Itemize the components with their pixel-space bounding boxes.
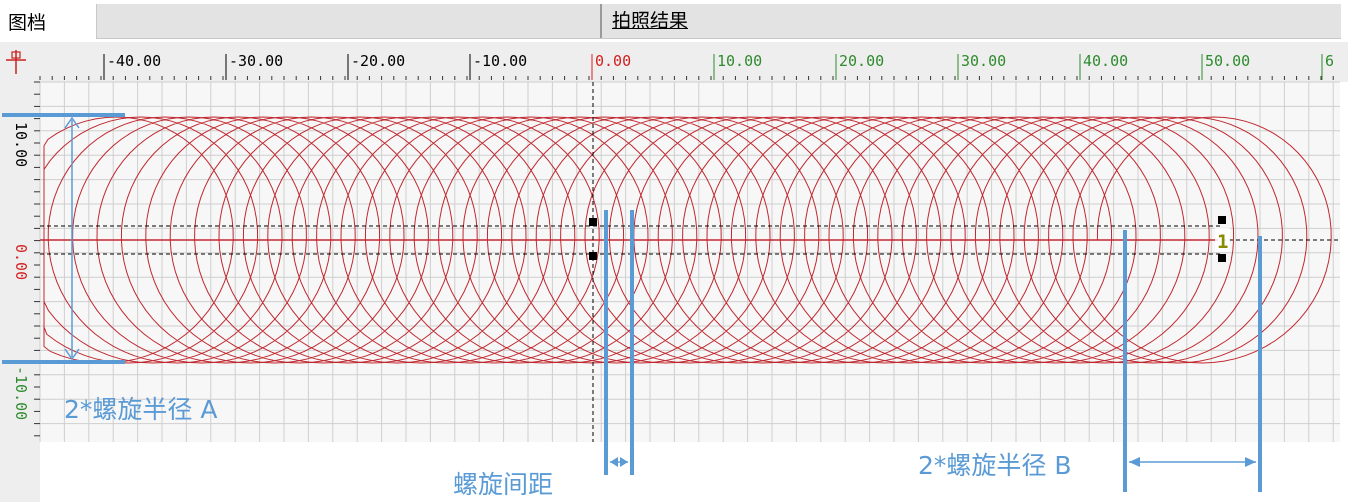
left-ruler — [0, 82, 40, 502]
ruler-top-label: 20.00 — [839, 52, 884, 70]
ruler-top-label: 6 — [1325, 52, 1334, 70]
drawing-canvas[interactable]: -40.00 -30.00 -20.00 -10.00 0.00 10.00 20.00 30… — [0, 42, 1348, 502]
ruler-top-label: 50.00 — [1205, 52, 1250, 70]
top-ruler — [0, 42, 1348, 82]
ruler-top-label: 0.00 — [595, 52, 631, 70]
selection-handle[interactable] — [589, 216, 1226, 262]
ruler-left-label: -10.00 — [12, 366, 30, 420]
canvas-svg[interactable]: -40.00 -30.00 -20.00 -10.00 0.00 10.00 20.00 30… — [0, 42, 1348, 502]
annotation-radius-b: 2*螺旋半径 B — [918, 451, 1072, 480]
ruler-top-label: -10.00 — [473, 52, 527, 70]
ruler-top-label: -30.00 — [229, 52, 283, 70]
ruler-top-label: 10.00 — [717, 52, 762, 70]
origin-icon[interactable] — [6, 50, 26, 74]
annotation-spacing: 螺旋间距 — [453, 470, 554, 499]
tab-divider — [600, 4, 602, 38]
annotation-group — [2, 113, 1262, 492]
tab-strip — [96, 4, 1341, 39]
ruler-top-label: 40.00 — [1083, 52, 1128, 70]
tab-bar: 图档 拍照结果 — [0, 0, 1348, 42]
tab-drawing[interactable]: 图档 — [0, 4, 96, 42]
annotation-radius-a: 2*螺旋半径 A — [64, 395, 218, 424]
marker-label: 1 — [1217, 231, 1228, 253]
ruler-top-label: 30.00 — [961, 52, 1006, 70]
ruler-top-label: -40.00 — [107, 52, 161, 70]
start-marker[interactable]: 1 — [1215, 228, 1230, 253]
ruler-top-label: -20.00 — [351, 52, 405, 70]
ruler-left-label: 10.00 — [12, 122, 30, 167]
ruler-left-label: 0.00 — [12, 244, 30, 280]
tab-photo-result[interactable]: 拍照结果 — [612, 10, 689, 32]
